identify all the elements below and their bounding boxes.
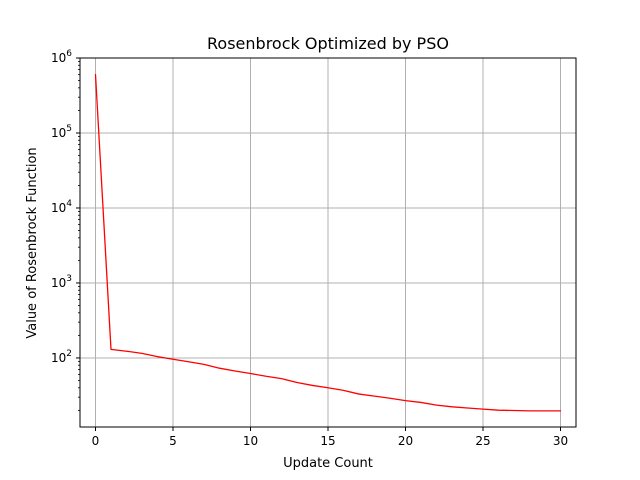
y-tick-base: 10 xyxy=(51,276,66,290)
y-tick-label: 106 xyxy=(51,49,72,65)
y-tick-base: 10 xyxy=(51,351,66,365)
y-tick-label: 103 xyxy=(51,274,72,290)
x-tick-label: 25 xyxy=(475,434,490,448)
chart-title: Rosenbrock Optimized by PSO xyxy=(207,34,449,53)
y-tick-exponent: 5 xyxy=(66,124,72,134)
x-axis-label: Update Count xyxy=(283,456,373,471)
x-tick-label: 5 xyxy=(169,434,177,448)
x-tick-label: 30 xyxy=(553,434,568,448)
y-tick-base: 10 xyxy=(51,126,66,140)
x-tick-label: 20 xyxy=(398,434,413,448)
y-axis-label: Value of Rosenbrock Function xyxy=(25,147,40,338)
y-tick-exponent: 3 xyxy=(66,274,72,284)
y-tick-base: 10 xyxy=(51,201,66,215)
y-tick-base: 10 xyxy=(51,51,66,65)
x-tick-label: 10 xyxy=(243,434,258,448)
y-tick-exponent: 4 xyxy=(66,199,72,209)
y-tick-label: 102 xyxy=(51,349,72,365)
y-tick-label: 105 xyxy=(51,124,72,140)
x-tick-label: 15 xyxy=(320,434,335,448)
y-tick-exponent: 2 xyxy=(66,349,72,359)
y-tick-exponent: 6 xyxy=(66,49,72,59)
series-layer xyxy=(94,73,562,412)
x-tick-label: 0 xyxy=(92,434,100,448)
y-tick-label: 104 xyxy=(51,199,72,215)
series-line-0 xyxy=(94,73,562,412)
